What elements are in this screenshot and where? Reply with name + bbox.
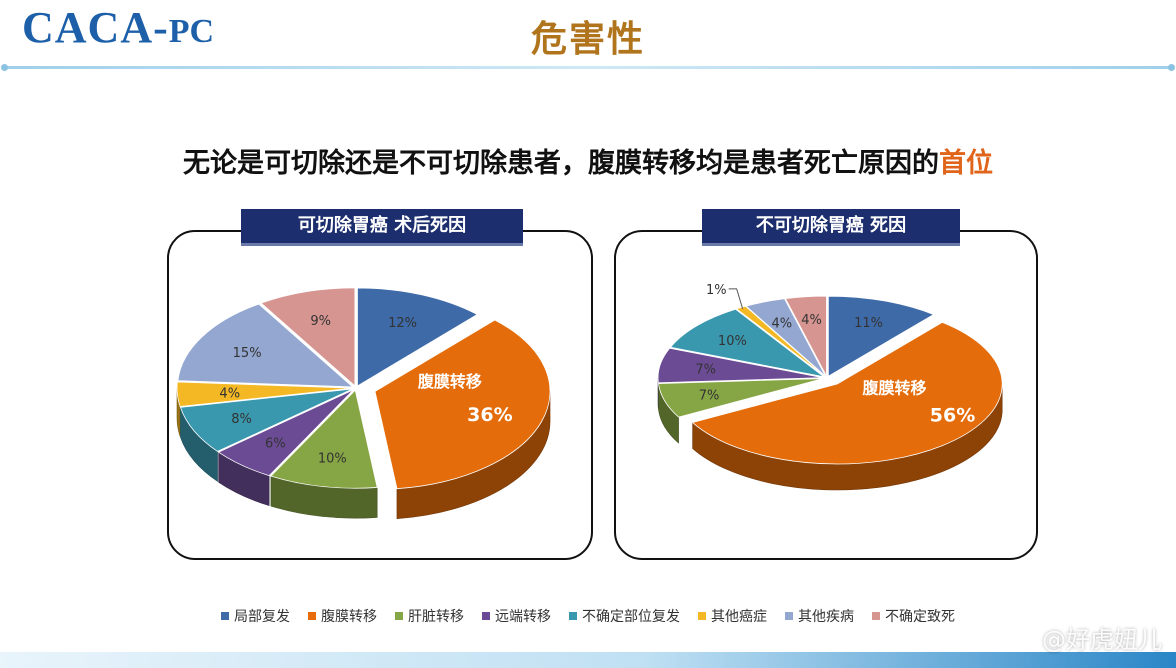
pie-chart-resectable: 12% 腹膜转移 36% 10% 6% 8% 4% 15% 9% [176, 287, 551, 520]
legend-swatch [872, 612, 880, 620]
pie-value-label: 36% [467, 404, 512, 426]
legend-label: 不确定部位复发 [582, 609, 680, 625]
legend-item: 远端转移 [482, 606, 551, 626]
pie-value-label: 6% [265, 437, 286, 452]
legend-swatch [482, 612, 490, 620]
legend-item: 不确定致死 [872, 606, 955, 626]
watermark: @好虎妞儿 [1042, 626, 1162, 654]
pie-slice [657, 347, 824, 384]
header-divider [4, 66, 1174, 69]
legend-swatch [785, 612, 793, 620]
pie-leader-line [728, 288, 744, 309]
pie-slice [179, 388, 353, 452]
pie-value-label: 1% [706, 283, 727, 298]
pie-slice [669, 308, 825, 378]
divider-dot-right [1168, 64, 1175, 71]
legend-swatch [221, 612, 229, 620]
pie-value-label: 9% [310, 314, 331, 329]
pie-slice [827, 295, 935, 377]
legend-swatch [569, 612, 577, 620]
pie-value-label: 7% [699, 389, 720, 404]
legend-item: 不确定部位复发 [569, 606, 680, 626]
pie-slice [217, 389, 354, 477]
pie-value-label: 11% [854, 316, 883, 331]
pie-slice [357, 287, 479, 387]
subtitle-text: 无论是可切除还是不可切除患者，腹膜转移均是患者死亡原因的 [183, 148, 939, 179]
slide-subtitle: 无论是可切除还是不可切除患者，腹膜转移均是患者死亡原因的首位 [0, 141, 1176, 180]
pie-value-label: 7% [695, 363, 716, 378]
chart-title-unresectable: 不可切除胃癌 死因 [702, 209, 960, 246]
pie-value-label: 4% [801, 313, 822, 328]
logo-main-text: CACA- [22, 3, 169, 52]
pie-value-label: 10% [718, 334, 747, 349]
legend-item: 肝脏转移 [395, 606, 464, 626]
footer-band [0, 652, 1176, 668]
pie-callout-label: 腹膜转移 [418, 372, 482, 391]
legend-label: 其他癌症 [711, 609, 767, 625]
chart-title-resectable: 可切除胃癌 术后死因 [241, 209, 523, 246]
legend-label: 远端转移 [495, 609, 551, 625]
legend-label: 局部复发 [234, 609, 290, 625]
pie-slice [691, 321, 1003, 465]
pie-slice [745, 298, 826, 377]
legend-swatch [395, 612, 403, 620]
legend-label: 肝脏转移 [408, 609, 464, 625]
pie-slice [784, 295, 827, 377]
legend-item: 腹膜转移 [308, 606, 377, 626]
page-title: 危害性 [530, 19, 645, 60]
legend-swatch [308, 612, 316, 620]
legend-item: 局部复发 [221, 606, 290, 626]
pie-slice [176, 381, 353, 407]
subtitle-highlight: 首位 [939, 148, 993, 179]
pie-value-label: 4% [771, 317, 792, 332]
legend-item: 其他癌症 [698, 606, 767, 626]
pie-value-label: 15% [233, 346, 262, 361]
pie-value-label: 56% [930, 405, 975, 427]
pie-slice [260, 287, 356, 387]
pie-value-label: 8% [231, 412, 252, 427]
legend-label: 不确定致死 [885, 609, 955, 625]
caca-pc-logo: CACA-PC [22, 6, 214, 50]
legend-label: 其他疾病 [798, 609, 854, 625]
legend-item: 其他疾病 [785, 606, 854, 626]
pie-slice [177, 303, 354, 388]
legend-label: 腹膜转移 [321, 609, 377, 625]
pie-value-label: 10% [318, 452, 347, 467]
legend-swatch [698, 612, 706, 620]
pie-slice [374, 319, 551, 490]
pie-slice [735, 305, 826, 377]
pie-value-label: 12% [388, 316, 417, 331]
divider-dot-left [1, 64, 8, 71]
pie-value-label: 4% [219, 386, 240, 401]
logo-suffix-text: PC [168, 13, 215, 50]
pie-callout-label: 腹膜转移 [863, 379, 927, 398]
pie-slice [270, 389, 378, 489]
chart-legend: 局部复发 腹膜转移 肝脏转移 远端转移 不确定部位复发 其他癌症 其他疾病 不确定致死 [0, 606, 1176, 626]
pie-slice [658, 378, 824, 418]
